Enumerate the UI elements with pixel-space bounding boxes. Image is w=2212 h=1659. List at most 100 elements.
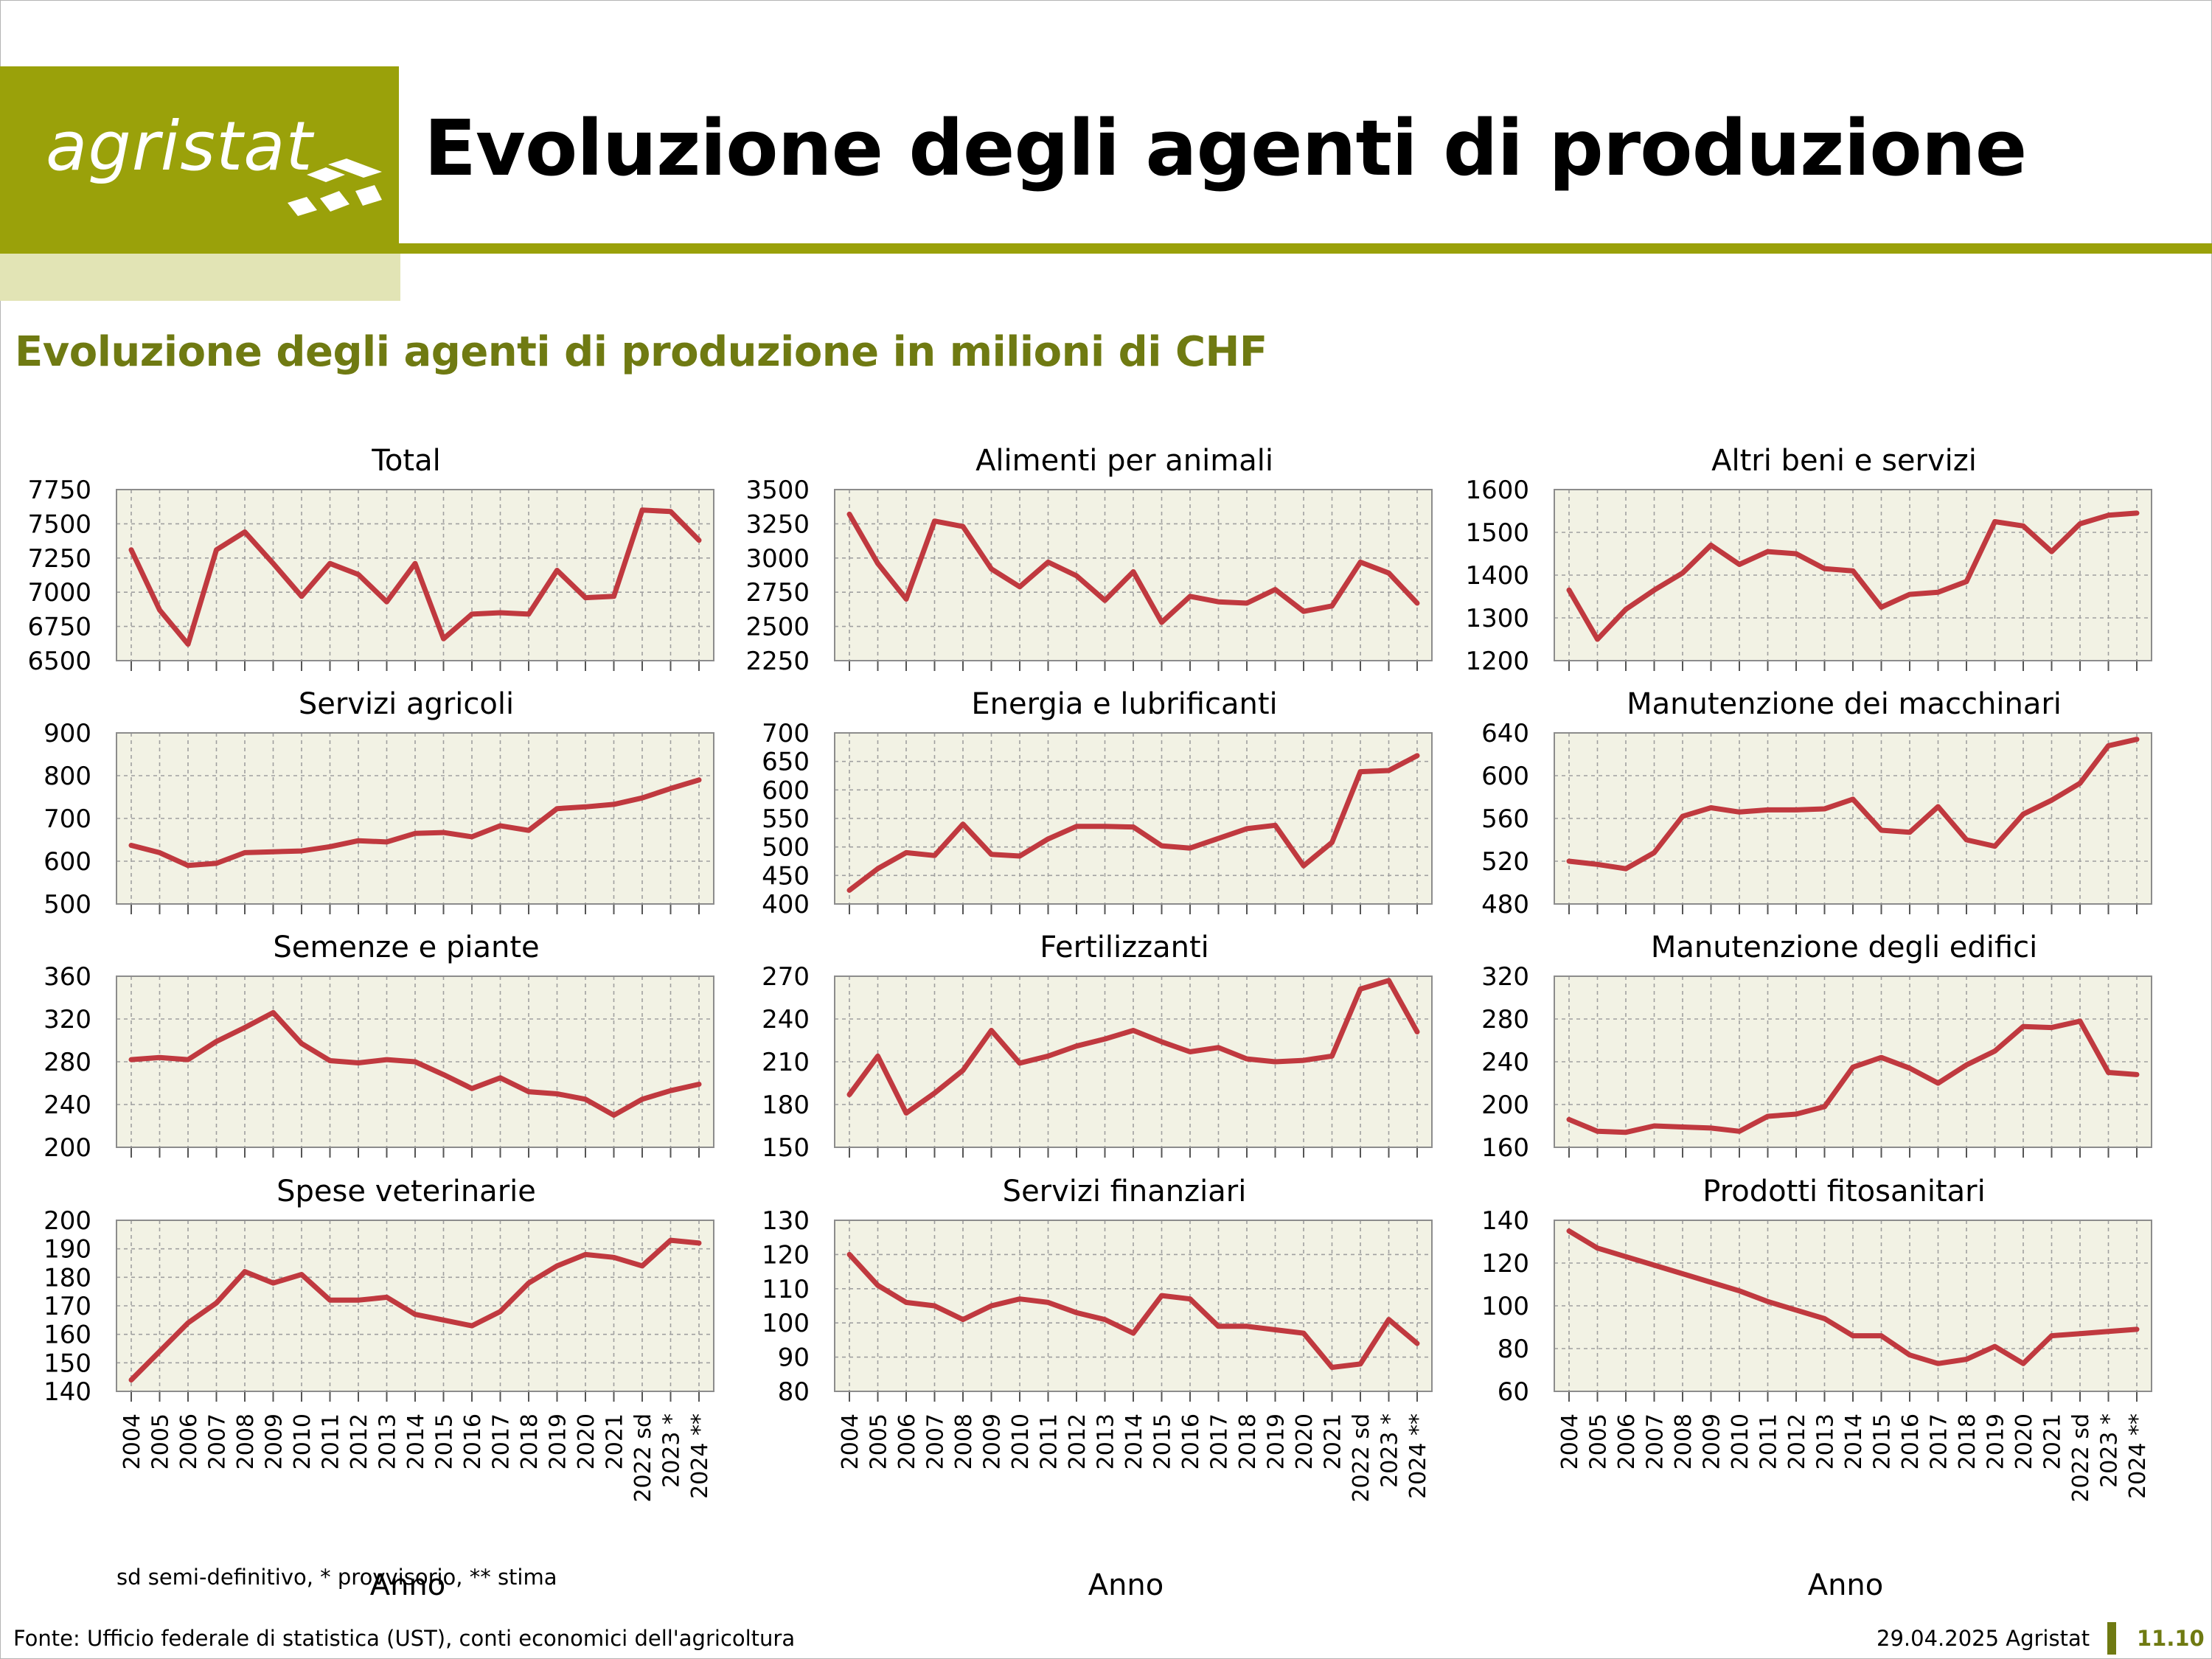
y-tick-label: 200	[44, 1133, 91, 1163]
agristat-logo-text: agristat	[46, 107, 313, 186]
x-tick-label: 2010	[1008, 1413, 1034, 1470]
x-tick-label: 2008	[233, 1413, 259, 1470]
panel-title: Manutenzione degli edifici	[1651, 931, 2037, 964]
y-tick-label: 120	[762, 1240, 810, 1270]
plot-border	[1554, 975, 2152, 1148]
x-tick-label: 2015	[1870, 1413, 1896, 1470]
y-tick-label: 450	[762, 861, 810, 891]
y-tick-label: 800	[44, 762, 91, 791]
x-tick-label: 2017	[489, 1413, 515, 1470]
y-tick-label: 3500	[745, 476, 810, 505]
y-tick-label: 140	[1481, 1206, 1529, 1236]
data-line	[846, 753, 1420, 893]
y-tick-label: 190	[44, 1235, 91, 1265]
header-rule	[399, 243, 2212, 254]
x-tick-label: 2021	[602, 1413, 628, 1470]
x-tick-label: 2020	[574, 1413, 599, 1470]
source-note: Fonte: Ufficio federale di statistica (U…	[13, 1626, 796, 1651]
y-tick-label: 100	[1481, 1292, 1529, 1321]
y-tick-label: 160	[1481, 1133, 1529, 1163]
y-tick-label: 7750	[27, 476, 91, 505]
plot-border	[834, 732, 1433, 905]
y-tick-label: 500	[762, 833, 810, 863]
y-tick-label: 2500	[745, 613, 810, 642]
x-tick-label: 2010	[290, 1413, 316, 1470]
y-tick-label: 500	[44, 890, 91, 919]
x-tick-label: 2018	[1235, 1413, 1261, 1470]
y-tick-label: 100	[762, 1309, 810, 1338]
plot-border	[834, 975, 1433, 1148]
x-tick-label: 2009	[1700, 1413, 1725, 1470]
x-tick-label: 2019	[1264, 1413, 1290, 1470]
data-line	[128, 777, 702, 869]
chart-panel: 480 520 560 600 640 Manutenzione dei macchina…	[1481, 687, 2152, 919]
y-tick-label: 130	[762, 1206, 810, 1236]
x-tick-label: 2015	[1150, 1413, 1176, 1470]
panel-title: Energia e lubrificanti	[971, 687, 1277, 721]
chart-panel: 2250 2500 2750 3000 3250 3500 Alimenti per ani…	[745, 444, 1433, 676]
x-tick-label: 2024 **	[2125, 1413, 2151, 1499]
y-tick-label: 520	[1481, 847, 1529, 877]
x-tick-label: 2014	[1121, 1413, 1147, 1470]
y-tick-label: 1600	[1465, 476, 1529, 505]
x-tick-label: 2016	[1898, 1413, 1924, 1470]
y-tick-label: 3250	[745, 509, 810, 539]
plot-border	[116, 1220, 714, 1392]
x-tick-label: 2024 **	[687, 1413, 713, 1499]
y-tick-label: 1500	[1465, 518, 1529, 548]
x-tick-label: 2017	[1207, 1413, 1233, 1470]
x-tick-label: 2008	[951, 1413, 977, 1470]
y-tick-label: 270	[762, 962, 810, 992]
x-tick-label: 2005	[148, 1413, 174, 1470]
y-tick-label: 550	[762, 804, 810, 834]
y-tick-label: 480	[1481, 890, 1529, 919]
y-tick-label: 210	[762, 1048, 810, 1077]
panel-title: Prodotti fitosanitari	[1703, 1175, 1985, 1208]
y-tick-label: 3000	[745, 544, 810, 574]
x-tick-label: 2012	[347, 1413, 372, 1470]
x-tick-label: 2013	[375, 1413, 401, 1470]
y-tick-label: 80	[1498, 1335, 1529, 1364]
x-tick-label: 2008	[1671, 1413, 1697, 1470]
y-tick-label: 120	[1481, 1249, 1529, 1279]
y-tick-label: 240	[1481, 1048, 1529, 1077]
x-tick-label: 2018	[517, 1413, 543, 1470]
plot-border	[1554, 489, 2152, 661]
chart-panel: 160 200 240 280 320 Manutenzione degli edific…	[1481, 931, 2152, 1163]
x-tick-label: 2011	[319, 1413, 344, 1470]
x-tick-label: 2023 *	[1377, 1413, 1403, 1488]
y-tick-label: 400	[762, 890, 810, 919]
y-tick-label: 560	[1481, 804, 1529, 834]
y-tick-label: 140	[44, 1377, 91, 1407]
y-tick-label: 90	[778, 1343, 810, 1373]
x-tick-label: 2004	[119, 1413, 145, 1470]
y-tick-label: 160	[44, 1321, 91, 1350]
y-tick-label: 110	[762, 1275, 810, 1304]
y-tick-label: 200	[44, 1206, 91, 1236]
x-tick-label: 2016	[1178, 1413, 1204, 1470]
panel-title: Alimenti per animali	[975, 444, 1273, 478]
data-line	[128, 507, 702, 647]
y-tick-label: 320	[1481, 962, 1529, 992]
x-tick-label: 2004	[838, 1413, 863, 1470]
x-tick-label: 2014	[1841, 1413, 1867, 1470]
plot-border	[834, 489, 1433, 661]
plot-border	[1554, 732, 2152, 905]
x-tick-label: 2024 **	[1405, 1413, 1431, 1499]
y-tick-label: 640	[1481, 719, 1529, 748]
x-tick-label: 2020	[2011, 1413, 2037, 1470]
x-tick-label: 2011	[1756, 1413, 1782, 1470]
x-tick-label: 2007	[205, 1413, 231, 1470]
y-tick-label: 6500	[27, 647, 91, 676]
x-axis-label: Anno	[1088, 1568, 1164, 1602]
x-tick-label: 2015	[432, 1413, 458, 1470]
plot-border	[116, 732, 714, 905]
y-tick-label: 6750	[27, 613, 91, 642]
data-line	[1566, 1018, 2140, 1135]
data-line	[1566, 510, 2140, 642]
x-tick-label: 2009	[262, 1413, 288, 1470]
y-tick-label: 1200	[1465, 647, 1529, 676]
x-tick-label: 2004	[1557, 1413, 1583, 1470]
x-tick-label: 2023 *	[659, 1413, 685, 1488]
